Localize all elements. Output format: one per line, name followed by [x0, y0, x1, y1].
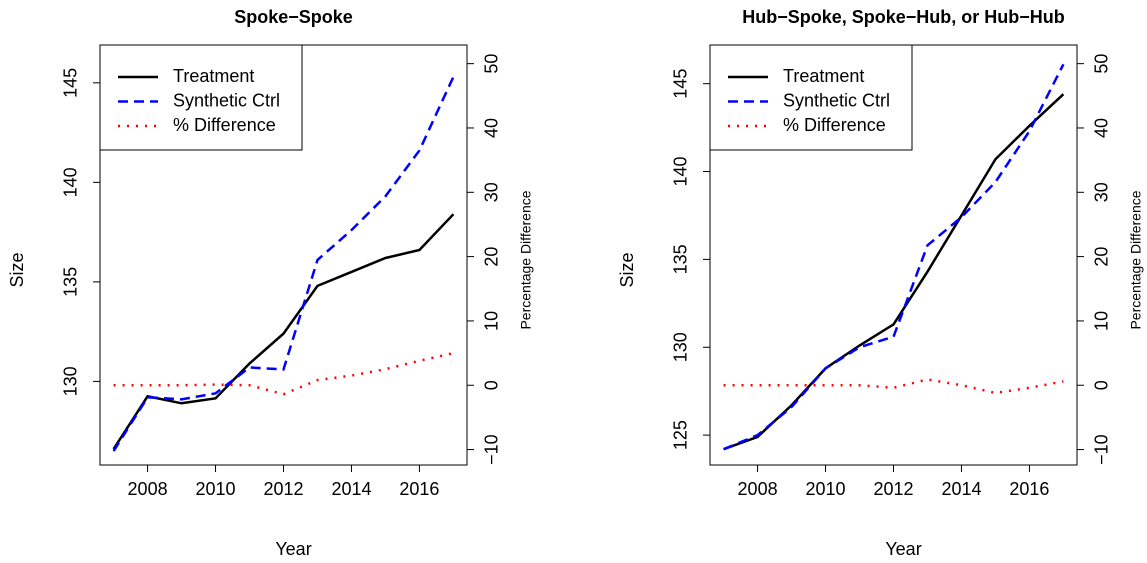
x-tick-label: 2014	[331, 479, 371, 499]
x-tick-label: 2016	[399, 479, 439, 499]
x-axis-label: Year	[885, 539, 921, 559]
series-line	[723, 378, 1064, 395]
y2-tick-label: 30	[482, 182, 502, 202]
x-tick-label: 2014	[941, 479, 981, 499]
y-tick-label: 140	[671, 157, 691, 187]
x-tick-label: 2012	[873, 479, 913, 499]
y-tick-label: 125	[671, 420, 691, 450]
y2-tick-label: 20	[1092, 247, 1112, 267]
x-tick-label: 2008	[128, 479, 168, 499]
y2-tick-label: −10	[1092, 434, 1112, 465]
y2-tick-label: 50	[482, 54, 502, 74]
x-axis-label: Year	[275, 539, 311, 559]
y2-tick-label: −10	[482, 434, 502, 465]
y2-tick-label: 10	[1092, 311, 1112, 331]
series-line	[112, 213, 455, 450]
y2-tick-label: 0	[482, 380, 502, 390]
legend-box	[709, 44, 913, 151]
y2-axis-label: Percentage Difference	[518, 190, 534, 329]
y2-axis-label: Percentage Difference	[1128, 190, 1144, 329]
legend-label: Synthetic Ctrl	[783, 90, 890, 110]
y-tick-label: 135	[671, 244, 691, 274]
y-tick-label: 140	[61, 167, 81, 197]
y2-tick-label: 10	[482, 311, 502, 331]
x-tick-label: 2008	[738, 479, 778, 499]
y-tick-label: 145	[61, 68, 81, 98]
x-tick-label: 2012	[263, 479, 303, 499]
x-tick-label: 2010	[196, 479, 236, 499]
chart-title: Hub−Spoke, Spoke−Hub, or Hub−Hub	[742, 7, 1065, 27]
y2-tick-label: 40	[1092, 118, 1112, 138]
legend-box	[99, 44, 303, 151]
x-tick-label: 2010	[806, 479, 846, 499]
y-tick-label: 130	[61, 366, 81, 396]
legend-label: Treatment	[173, 66, 254, 86]
y2-tick-label: 30	[1092, 182, 1112, 202]
y-axis-label: Size	[617, 252, 637, 287]
legend-label: % Difference	[173, 115, 276, 135]
y-tick-label: 135	[61, 267, 81, 297]
y2-tick-label: 20	[482, 247, 502, 267]
y-tick-label: 130	[671, 332, 691, 362]
series-line	[723, 63, 1065, 451]
y2-tick-label: 0	[1092, 380, 1112, 390]
series-line	[113, 351, 454, 396]
legend-label: Synthetic Ctrl	[173, 90, 280, 110]
y2-tick-label: 40	[482, 118, 502, 138]
y-axis-label: Size	[7, 252, 27, 287]
series-line	[112, 76, 455, 452]
chart-title: Spoke−Spoke	[234, 7, 353, 27]
legend-label: % Difference	[783, 115, 886, 135]
x-tick-label: 2016	[1009, 479, 1049, 499]
y-tick-label: 145	[671, 69, 691, 99]
y2-tick-label: 50	[1092, 54, 1112, 74]
legend-label: Treatment	[783, 66, 864, 86]
